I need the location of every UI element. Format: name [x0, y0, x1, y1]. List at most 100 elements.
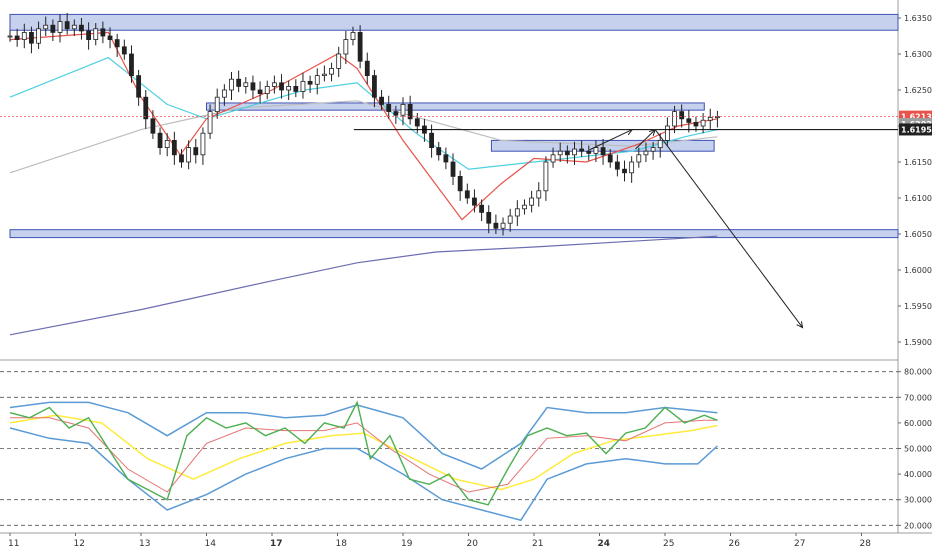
candle: [57, 14, 63, 43]
candle-body: [193, 147, 199, 156]
candle: [643, 142, 649, 162]
candle-body: [136, 75, 142, 98]
candle: [550, 147, 556, 168]
candle: [207, 104, 213, 139]
candle-body: [557, 150, 563, 156]
candle: [707, 108, 713, 129]
level-price-tag-bg: [899, 123, 932, 136]
candle-body: [672, 111, 677, 127]
projection-arrow: [654, 129, 802, 328]
zone-resistance-top: [9, 13, 899, 31]
candle-body: [157, 132, 163, 148]
candle: [486, 205, 492, 234]
candle: [164, 133, 170, 157]
candle-body: [314, 75, 320, 85]
rsi-tick-label: 70.0000: [904, 393, 932, 402]
candle-body: [79, 24, 84, 32]
candle: [679, 104, 685, 128]
candle: [607, 149, 613, 168]
ema-fast-line: [9, 31, 718, 221]
time-tick-label: 28: [860, 539, 872, 549]
candle-body: [343, 39, 349, 55]
candle: [393, 105, 399, 124]
price-tick-label: 1.59500: [904, 302, 932, 311]
candle-body: [64, 21, 70, 30]
candle-body: [43, 24, 49, 30]
candle-body: [693, 122, 699, 127]
candle-body: [21, 32, 27, 41]
time-tick-label: 19: [401, 539, 413, 549]
candle-body: [643, 150, 649, 156]
candle-body: [586, 150, 592, 154]
time-tick-label: 12: [74, 539, 85, 549]
price-tick-label: 1.59000: [904, 338, 932, 347]
zone-support-bottom: [9, 229, 899, 239]
candle: [493, 214, 499, 234]
candle-body: [507, 215, 513, 224]
zone-mid-resistance: [206, 102, 705, 111]
candle-body: [100, 28, 106, 37]
candle: [14, 28, 20, 47]
candle: [143, 90, 149, 129]
candle: [71, 19, 77, 36]
candle-body: [443, 154, 449, 163]
candle-body: [436, 147, 442, 156]
time-tick-label: 13: [139, 539, 150, 549]
candle-body: [600, 147, 606, 156]
candle-body: [472, 197, 477, 206]
candle: [657, 133, 663, 158]
candle-body: [350, 32, 356, 41]
sma-long-line: [9, 235, 718, 336]
candle: [572, 141, 577, 165]
candle: [214, 88, 220, 119]
candle: [450, 153, 456, 186]
candle: [586, 145, 592, 161]
candle-body: [514, 208, 520, 217]
candle: [579, 140, 585, 157]
candle-body: [550, 154, 556, 163]
candle-body: [429, 132, 434, 148]
candle-body: [543, 161, 549, 192]
candle: [114, 33, 120, 57]
candle-body: [229, 78, 234, 91]
candle: [121, 39, 127, 60]
candle: [93, 23, 99, 46]
candle: [271, 75, 277, 94]
candle: [200, 127, 206, 165]
candle: [436, 141, 442, 161]
candle-body: [150, 118, 156, 134]
candle: [514, 200, 520, 227]
price-tick-label: 1.60000: [904, 266, 932, 275]
candle-body: [257, 89, 263, 94]
candle-body: [207, 111, 213, 134]
candle-body: [536, 190, 542, 199]
candle: [357, 25, 363, 69]
candle: [414, 113, 420, 134]
candle-body: [364, 60, 370, 77]
candle: [221, 84, 227, 106]
time-tick-label: 18: [336, 539, 348, 549]
candle-body: [479, 204, 485, 213]
price-axis: 1.635001.630001.625001.620001.615001.610…: [898, 14, 932, 347]
candle-body: [214, 96, 220, 112]
candle: [400, 97, 406, 126]
candle: [186, 140, 192, 170]
candle-body: [7, 35, 13, 38]
time-tick-label: 20: [467, 539, 479, 549]
candle-body: [336, 53, 342, 69]
rsi-tick-label: 60.0000: [904, 419, 932, 428]
candle-body: [143, 96, 149, 120]
candle: [593, 140, 599, 162]
candle-body: [572, 148, 577, 156]
price-tick-label: 1.61000: [904, 194, 932, 203]
candle-body: [186, 147, 192, 163]
candle: [529, 190, 535, 213]
candle: [171, 131, 177, 165]
candle-body: [679, 111, 685, 120]
candle-body: [107, 35, 113, 40]
rsi-tick-label: 20.0000: [904, 521, 932, 530]
candle: [136, 69, 142, 106]
candle: [672, 105, 677, 134]
